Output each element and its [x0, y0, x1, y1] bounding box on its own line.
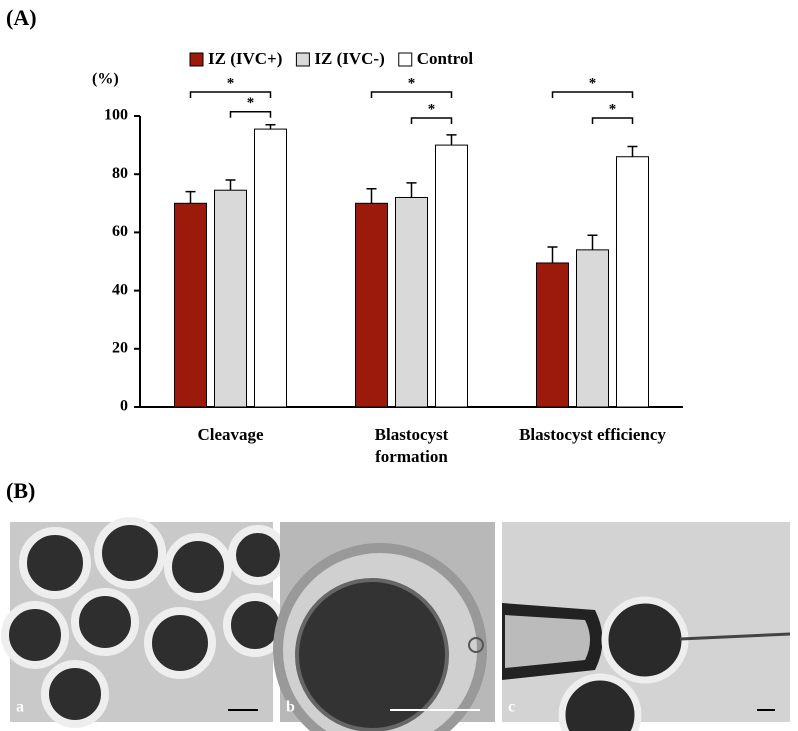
error-bar [627, 145, 638, 157]
x-tick-label: Cleavage [197, 425, 264, 444]
error-bar [366, 188, 377, 204]
y-tick-label: 80 [112, 165, 128, 182]
y-axis-label: (%) [92, 71, 119, 88]
significance-label: * [408, 75, 416, 91]
significance-label: * [589, 75, 597, 91]
significance-label: * [227, 75, 235, 91]
micrograph: b [273, 522, 495, 731]
error-bar [406, 182, 417, 198]
significance-bracket [229, 110, 272, 118]
significance-bracket [551, 91, 634, 98]
legend-label: IZ (IVC+) [208, 49, 282, 68]
bar [576, 249, 609, 408]
bar [536, 262, 569, 408]
legend-swatch [295, 52, 310, 67]
bar [254, 128, 287, 408]
micrograph: a [1, 517, 288, 728]
significance-bracket [591, 117, 634, 124]
error-bar [265, 123, 276, 130]
panel-label: (A) [6, 5, 37, 30]
error-bar [225, 179, 236, 191]
x-tick-label: Blastocyst formation [374, 425, 449, 466]
legend-label: IZ (IVC-) [314, 49, 384, 68]
significance-bracket [410, 117, 453, 124]
legend-label: Control [417, 49, 474, 68]
significance-bracket [189, 91, 272, 98]
y-tick-label: 100 [104, 107, 128, 124]
bar [435, 144, 468, 408]
image-label: b [286, 699, 295, 716]
x-tick-label: Blastocyst efficiency [519, 425, 666, 444]
significance-label: * [609, 101, 617, 117]
image-label: a [16, 699, 24, 716]
legend-swatch [398, 52, 413, 67]
error-bar [446, 134, 457, 146]
legend-swatch [189, 52, 204, 67]
bar [174, 202, 207, 408]
y-tick-label: 40 [112, 281, 128, 298]
error-bar [587, 234, 598, 250]
micrograph: c [502, 522, 791, 731]
y-tick-label: 0 [120, 398, 128, 415]
error-bar [547, 246, 558, 263]
significance-label: * [428, 101, 436, 117]
bar [214, 189, 247, 408]
y-tick-label: 20 [112, 339, 128, 356]
bar [616, 156, 649, 408]
significance-bracket [370, 91, 453, 98]
significance-label: * [247, 95, 255, 111]
panel-label: (B) [6, 478, 35, 503]
error-bar [185, 190, 196, 204]
image-label: c [508, 699, 515, 716]
bar [395, 196, 428, 408]
y-tick-label: 60 [112, 223, 128, 240]
bar [355, 202, 388, 408]
